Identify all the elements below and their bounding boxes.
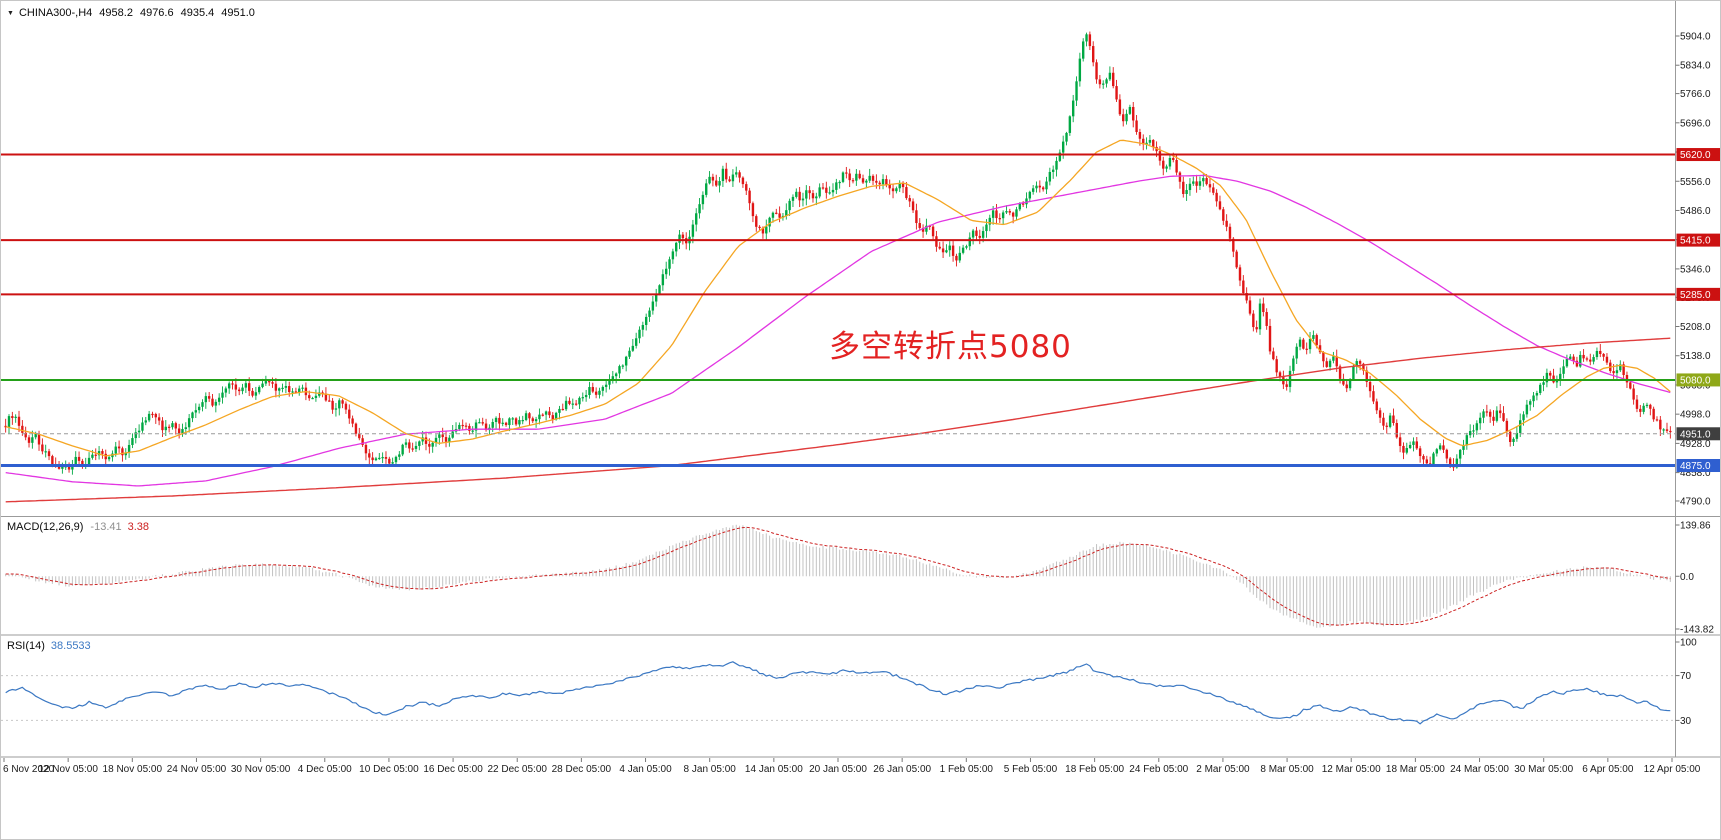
macd-histogram — [5, 524, 1671, 628]
svg-text:5904.0: 5904.0 — [1680, 32, 1711, 43]
svg-text:5620.0: 5620.0 — [1680, 150, 1711, 161]
svg-text:4875.0: 4875.0 — [1680, 461, 1711, 472]
macd-main-value: -13.41 — [90, 521, 122, 533]
symbol-timeframe-label: CHINA300-,H4 — [18, 7, 93, 19]
ohlc-close-value: 4951.0 — [221, 7, 255, 19]
svg-text:16 Dec 05:00: 16 Dec 05:00 — [423, 764, 483, 775]
svg-text:5208.0: 5208.0 — [1680, 322, 1711, 333]
svg-text:5556.0: 5556.0 — [1680, 177, 1711, 188]
svg-text:4790.0: 4790.0 — [1680, 496, 1711, 507]
svg-text:5138.0: 5138.0 — [1680, 351, 1711, 362]
svg-text:4998.0: 4998.0 — [1680, 410, 1711, 421]
svg-text:100: 100 — [1680, 638, 1697, 649]
svg-text:5346.0: 5346.0 — [1680, 264, 1711, 275]
svg-text:5285.0: 5285.0 — [1680, 290, 1711, 301]
svg-text:20 Jan 05:00: 20 Jan 05:00 — [809, 764, 867, 775]
svg-text:4 Dec 05:00: 4 Dec 05:00 — [298, 764, 352, 775]
svg-text:12 Mar 05:00: 12 Mar 05:00 — [1322, 764, 1381, 775]
svg-text:18 Feb 05:00: 18 Feb 05:00 — [1065, 764, 1124, 775]
rsi-line — [5, 661, 1671, 725]
svg-text:2 Mar 05:00: 2 Mar 05:00 — [1196, 764, 1250, 775]
svg-text:5766.0: 5766.0 — [1680, 89, 1711, 100]
panel-separators[interactable] — [1, 1, 1721, 758]
svg-text:8 Mar 05:00: 8 Mar 05:00 — [1260, 764, 1314, 775]
svg-text:4 Jan 05:00: 4 Jan 05:00 — [619, 764, 672, 775]
svg-text:4858.0: 4858.0 — [1680, 468, 1711, 479]
svg-text:30: 30 — [1680, 716, 1692, 727]
svg-text:5834.0: 5834.0 — [1680, 61, 1711, 72]
svg-text:5696.0: 5696.0 — [1680, 118, 1711, 129]
svg-text:4951.0: 4951.0 — [1680, 429, 1711, 440]
svg-text:18 Mar 05:00: 18 Mar 05:00 — [1386, 764, 1445, 775]
svg-text:4928.0: 4928.0 — [1680, 439, 1711, 450]
svg-text:0.0: 0.0 — [1680, 572, 1694, 583]
ohlc-open-value: 4958.2 — [99, 7, 133, 19]
price-axis[interactable]: 5904.05834.05766.05696.05626.05556.05486… — [1675, 32, 1721, 508]
ma-slow-line — [5, 337, 1671, 503]
ohlc-low-value: 4935.4 — [180, 7, 215, 19]
svg-text:24 Mar 05:00: 24 Mar 05:00 — [1450, 764, 1509, 775]
svg-text:70: 70 — [1680, 671, 1692, 682]
macd-indicator-name: MACD(12,26,9) — [7, 521, 84, 533]
rsi-level-lines — [1, 675, 1676, 721]
svg-text:12 Apr 05:00: 12 Apr 05:00 — [1644, 764, 1701, 775]
svg-text:14 Jan 05:00: 14 Jan 05:00 — [745, 764, 803, 775]
svg-text:24 Feb 05:00: 24 Feb 05:00 — [1129, 764, 1188, 775]
svg-text:5486.0: 5486.0 — [1680, 206, 1711, 217]
price-level-lines[interactable] — [1, 153, 1676, 468]
svg-text:8 Jan 05:00: 8 Jan 05:00 — [684, 764, 737, 775]
rsi-axis[interactable]: 100 70 30 — [1675, 638, 1698, 727]
svg-text:6 Apr 05:00: 6 Apr 05:00 — [1582, 764, 1634, 775]
rsi-indicator-name: RSI(14) — [7, 640, 45, 652]
macd-label: MACD(12,26,9) -13.41 3.38 — [7, 521, 149, 533]
rsi-value: 38.5533 — [50, 640, 91, 652]
svg-text:1 Feb 05:00: 1 Feb 05:00 — [940, 764, 994, 775]
chart-header: ▼ CHINA300-,H4 4958.2 4976.6 4935.4 4951.0 — [7, 7, 255, 19]
svg-text:24 Nov 05:00: 24 Nov 05:00 — [167, 764, 227, 775]
trend-annotation[interactable]: 多空转折点5080 — [829, 329, 1072, 365]
svg-text:5 Feb 05:00: 5 Feb 05:00 — [1004, 764, 1058, 775]
macd-signal-line — [5, 526, 1671, 626]
ma-fast-line — [5, 139, 1671, 457]
svg-text:10 Dec 05:00: 10 Dec 05:00 — [359, 764, 419, 775]
svg-text:30 Nov 05:00: 30 Nov 05:00 — [231, 764, 291, 775]
svg-text:6 Nov 2020: 6 Nov 2020 — [3, 764, 55, 775]
svg-text:30 Mar 05:00: 30 Mar 05:00 — [1514, 764, 1573, 775]
candlestick-layer — [4, 31, 1672, 475]
svg-text:26 Jan 05:00: 26 Jan 05:00 — [873, 764, 931, 775]
svg-text:18 Nov 05:00: 18 Nov 05:00 — [103, 764, 163, 775]
svg-text:5415.0: 5415.0 — [1680, 236, 1711, 247]
symbol-dropdown-icon[interactable]: ▼ — [7, 10, 14, 17]
svg-text:28 Dec 05:00: 28 Dec 05:00 — [552, 764, 612, 775]
ma-mid-line — [5, 174, 1671, 487]
macd-axis[interactable]: 139.86 0.0 -143.82 — [1675, 521, 1715, 636]
svg-text:-143.82: -143.82 — [1680, 624, 1714, 635]
ohlc-high-value: 4976.6 — [139, 7, 174, 19]
svg-text:22 Dec 05:00: 22 Dec 05:00 — [487, 764, 547, 775]
svg-text:5080.0: 5080.0 — [1680, 375, 1711, 386]
rsi-label: RSI(14) 38.5533 — [7, 640, 91, 652]
svg-text:12 Nov 05:00: 12 Nov 05:00 — [38, 764, 98, 775]
macd-signal-value: 3.38 — [127, 521, 150, 533]
svg-text:139.86: 139.86 — [1680, 521, 1711, 532]
